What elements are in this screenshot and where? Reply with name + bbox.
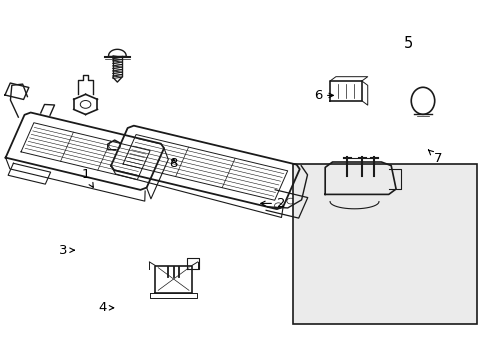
Text: 6: 6	[313, 89, 333, 102]
Bar	[293, 164, 476, 324]
Text: 5: 5	[403, 36, 412, 51]
Text: 8: 8	[169, 157, 178, 170]
Text: 3: 3	[59, 244, 74, 257]
Text: 2: 2	[260, 197, 285, 210]
Text: 4: 4	[98, 301, 113, 314]
Text: 1: 1	[81, 168, 93, 187]
Text: 7: 7	[427, 150, 441, 165]
